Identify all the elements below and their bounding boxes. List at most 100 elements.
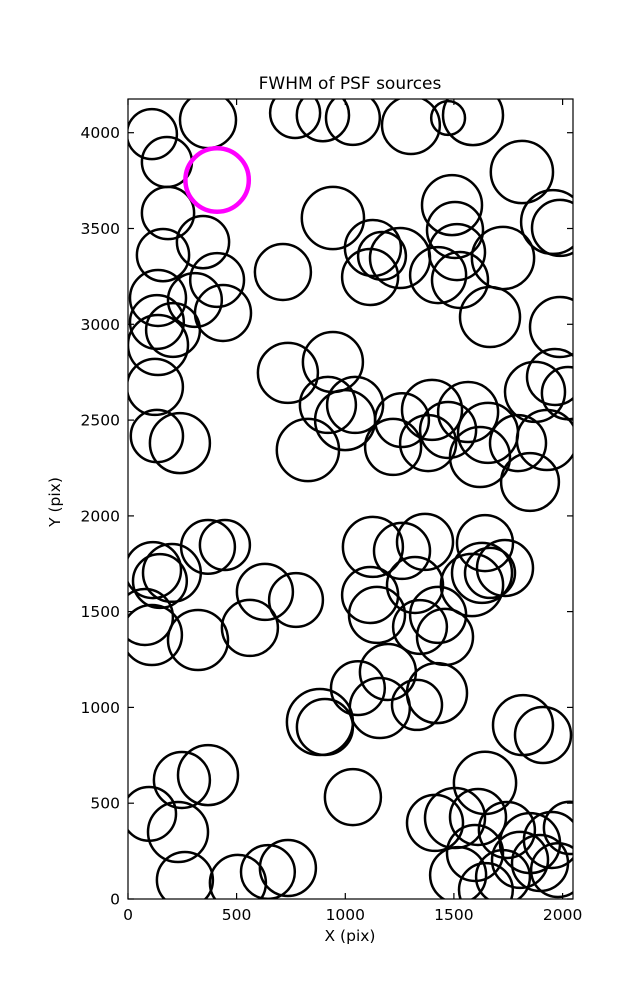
psf-circle xyxy=(408,245,468,305)
psf-circle xyxy=(179,518,237,576)
psf-circle xyxy=(368,226,432,290)
psf-circle xyxy=(457,861,515,899)
psf-circle xyxy=(208,853,268,899)
psf-circle xyxy=(450,541,514,605)
psf-circle xyxy=(178,99,238,150)
psf-circle xyxy=(146,800,210,864)
psf-circle xyxy=(372,521,432,581)
psf-circle xyxy=(341,515,405,579)
psf-circle xyxy=(128,107,179,161)
psf-circle xyxy=(128,313,190,377)
tick-labels-layer: 0 500 1000 1500 2000 0 500 1000 1500 2000 2500 3000… xyxy=(81,124,583,924)
psf-circle xyxy=(176,743,240,807)
psf-circle xyxy=(253,242,313,302)
psf-circle xyxy=(439,552,505,618)
y-tick-label: 3000 xyxy=(81,316,120,334)
psf-circle xyxy=(475,538,535,598)
x-tick-label: 0 xyxy=(123,906,133,924)
y-tick-label: 4000 xyxy=(81,124,120,142)
psf-circle xyxy=(166,271,224,329)
psf-circle xyxy=(525,347,573,407)
psf-circle xyxy=(198,518,252,572)
psf-circle xyxy=(148,411,212,475)
psf-circle xyxy=(193,283,253,343)
psf-circle xyxy=(300,185,366,251)
psf-circle xyxy=(408,585,468,645)
chart-title: FWHM of PSF sources xyxy=(259,74,442,94)
psf-circle xyxy=(530,198,573,258)
y-tick-label: 2000 xyxy=(81,507,120,525)
psf-circle xyxy=(445,823,505,883)
psf-circle xyxy=(529,841,573,899)
ticks-layer xyxy=(127,99,573,900)
psf-circle xyxy=(425,200,485,260)
psf-circle xyxy=(144,301,202,359)
psf-circle xyxy=(458,285,522,349)
psf-circle xyxy=(380,99,442,156)
psf-circle xyxy=(129,408,185,464)
psf-circle xyxy=(356,230,408,282)
psf-circle xyxy=(128,587,175,647)
psf-circle xyxy=(385,555,445,615)
psf-circle xyxy=(128,293,186,351)
psf-circle xyxy=(140,185,196,241)
psf-circle xyxy=(499,451,561,513)
psf-circle xyxy=(390,678,444,732)
psf-circle xyxy=(528,295,573,359)
x-tick-label: 1000 xyxy=(326,906,365,924)
circles-layer xyxy=(128,99,573,899)
psf-circle xyxy=(275,417,341,483)
psf-circle xyxy=(166,608,230,672)
psf-circle xyxy=(128,268,188,328)
x-tick-label: 1500 xyxy=(434,906,473,924)
psf-circle xyxy=(325,375,385,435)
psf-circle xyxy=(220,598,280,658)
psf-circle xyxy=(430,250,490,310)
psf-circle xyxy=(463,546,517,600)
psf-circle xyxy=(128,603,184,667)
psf-circle xyxy=(152,750,212,810)
y-tick-label: 500 xyxy=(90,795,120,813)
psf-circle xyxy=(455,513,515,573)
psf-circle xyxy=(491,693,555,757)
psf-circle xyxy=(235,562,295,622)
psf-circle xyxy=(175,214,231,270)
psf-circle xyxy=(347,585,407,645)
psf-circle xyxy=(135,227,191,283)
psf-circle xyxy=(436,380,500,444)
psf-circle xyxy=(429,99,467,137)
psf-circle xyxy=(268,99,322,140)
psf-circle xyxy=(295,697,355,757)
y-tick-label: 3500 xyxy=(81,220,120,238)
psf-circle xyxy=(448,787,508,847)
y-tick-label: 0 xyxy=(110,891,120,909)
psf-circle xyxy=(373,391,431,449)
psf-circle xyxy=(489,139,555,205)
psf-circle xyxy=(395,512,455,572)
psf-circle xyxy=(363,417,423,477)
psf-circle xyxy=(474,848,532,899)
psf-circle xyxy=(239,843,297,899)
psf-circle xyxy=(513,705,573,765)
psf-circle xyxy=(398,413,458,473)
psf-circle xyxy=(267,571,325,629)
psf-circle xyxy=(488,413,548,473)
psf-circle xyxy=(542,800,573,856)
psf-circle xyxy=(128,357,185,417)
y-tick-label: 1500 xyxy=(81,603,120,621)
x-axis-label: X (pix) xyxy=(325,927,376,945)
psf-circle xyxy=(343,218,403,278)
psf-circle xyxy=(428,845,488,899)
psf-circle xyxy=(188,251,246,309)
psf-circle xyxy=(340,247,400,307)
psf-circle xyxy=(324,99,382,147)
psf-circle xyxy=(323,767,383,827)
psf-circle xyxy=(423,786,487,850)
psf-circle xyxy=(155,850,215,899)
psf-circle xyxy=(515,408,573,472)
psf-circle xyxy=(452,750,518,816)
psf-circle xyxy=(470,225,536,291)
psf-circle xyxy=(295,99,351,143)
